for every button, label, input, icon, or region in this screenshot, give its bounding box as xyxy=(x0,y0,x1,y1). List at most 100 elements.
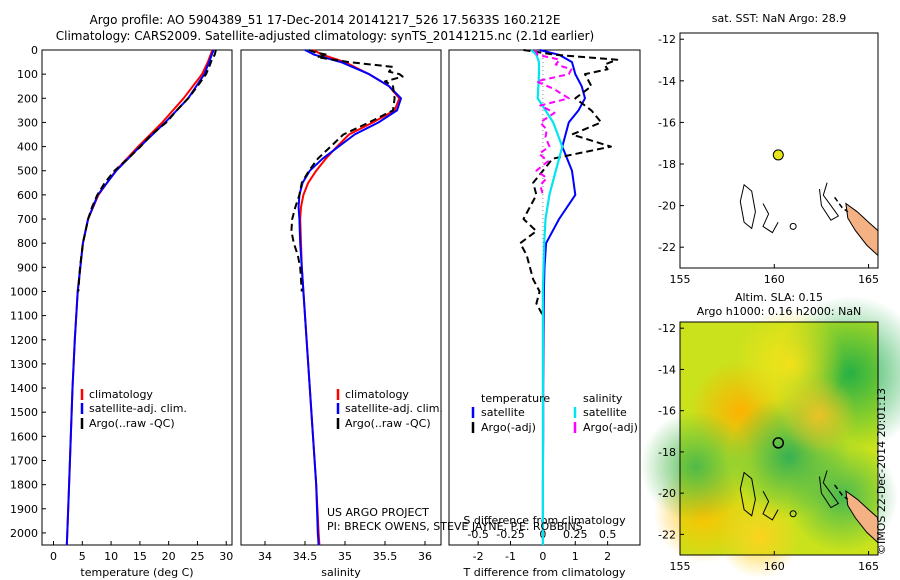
difference-tick-label: -1 xyxy=(505,550,516,563)
salinity-tick-label: 34.5 xyxy=(293,550,318,563)
salinity-tick-label: 35.5 xyxy=(373,550,398,563)
sla-map-lat-tick-label: -16 xyxy=(658,405,676,418)
salinity-satellite-line xyxy=(297,49,402,546)
argo-position-marker xyxy=(772,437,785,449)
salinity-tick-label: 34 xyxy=(258,550,272,563)
difference-legend-entry: satellite xyxy=(583,406,627,419)
difference-tick-label: -2 xyxy=(473,550,484,563)
depth-tick-label: 700 xyxy=(17,213,38,226)
sst-map-lat-tick-label: -14 xyxy=(658,75,676,88)
depth-tick-label: 400 xyxy=(17,141,38,154)
depth-tick-label: 200 xyxy=(17,92,38,105)
depth-tick-label: 1900 xyxy=(10,503,38,516)
sla-map-reef-outline xyxy=(819,470,840,509)
depth-tick-label: 800 xyxy=(17,237,38,250)
depth-tick-label: 1100 xyxy=(10,310,38,323)
temperature-tick-label: 0 xyxy=(50,550,57,563)
depth-tick-label: 1300 xyxy=(10,358,38,371)
depth-tick-label: 600 xyxy=(17,189,38,202)
sst-map-lat-tick-label: -12 xyxy=(658,33,676,46)
depth-tick-label: 1800 xyxy=(10,479,38,492)
imos-watermark: ©IMOS 22-Dec-2014 20:01:13 xyxy=(875,388,888,555)
sla-map-lon-tick-label: 155 xyxy=(670,560,691,573)
temperature-tick-label: 5 xyxy=(79,550,86,563)
temperature-tick-label: 10 xyxy=(104,550,118,563)
sst-map-lon-tick-label: 160 xyxy=(764,273,785,286)
sst-map-bellona-reef xyxy=(762,203,779,234)
sst-map-lon-tick-label: 165 xyxy=(858,273,879,286)
sla-map-subtitle: Argo h1000: 0.16 h2000: NaN xyxy=(697,305,862,318)
salinity-tick-label: 36 xyxy=(418,550,432,563)
difference-tick-label: 1 xyxy=(572,550,579,563)
sla-map-lon-tick-label: 165 xyxy=(858,560,879,573)
page-title: Argo profile: AO 5904389_51 17-Dec-2014 … xyxy=(89,13,561,27)
salinity-diff-tick-label: 0.25 xyxy=(563,528,588,541)
sla-map-frame xyxy=(679,321,879,556)
temperature-panel xyxy=(41,49,233,546)
sla-map-lat-tick-label: -18 xyxy=(658,446,676,459)
salinity-diff-tick-label: 0.5 xyxy=(599,528,617,541)
sla-map-lon-tick-label: 160 xyxy=(764,560,785,573)
pi-credit: PI: BRECK OWENS, STEVE JAYNE, P.E. ROBBI… xyxy=(327,520,583,533)
temperature-diff-satellite-line xyxy=(539,49,586,545)
temperature-tick-label: 20 xyxy=(162,550,176,563)
sla-map-bellona-reef xyxy=(762,490,779,521)
sst-map-title: sat. SST: NaN Argo: 28.9 xyxy=(712,12,846,25)
depth-tick-label: 0 xyxy=(31,44,38,57)
salinity-tick-label: 35 xyxy=(338,550,352,563)
difference-tick-label: 0 xyxy=(539,550,546,563)
depth-tick-label: 300 xyxy=(17,116,38,129)
depth-tick-label: 1500 xyxy=(10,406,38,419)
temperature-tick-label: 30 xyxy=(219,550,233,563)
sla-map-islet xyxy=(789,510,797,518)
sla-map-lat-tick-label: -12 xyxy=(658,322,676,335)
temperature-axis-label: temperature (deg C) xyxy=(80,566,193,579)
temperature-climatology-line xyxy=(65,49,214,546)
temperature-diff-axis-label: T difference from climatology xyxy=(463,566,626,579)
sst-map-reef-outline xyxy=(819,182,840,221)
sla-map-lat-tick-label: -20 xyxy=(658,487,676,500)
sla-anomaly-blob xyxy=(717,494,801,578)
sla-anomaly-blob xyxy=(640,411,752,522)
sla-anomaly-blob xyxy=(779,376,858,455)
sst-map-islet xyxy=(789,222,797,230)
salinity-panel xyxy=(240,49,442,546)
sst-map-lon-tick-label: 155 xyxy=(670,273,691,286)
temperature-argo-line xyxy=(77,49,217,292)
project-credit: US ARGO PROJECT xyxy=(327,506,429,519)
page-subtitle: Climatology: CARS2009. Satellite-adjuste… xyxy=(55,29,595,43)
sla-map-title: Altim. SLA: 0.15 xyxy=(735,291,823,304)
temperature-legend-entry: climatology xyxy=(89,388,153,401)
salinity-diff-tick-label: -0.5 xyxy=(467,528,488,541)
sst-map-lat-tick-label: -16 xyxy=(658,116,676,129)
sla-map-new-caledonia xyxy=(845,490,879,544)
salinity-diff-tick-label: -0.25 xyxy=(496,528,524,541)
salinity-diff-satellite-line xyxy=(530,49,564,545)
difference-legend-title: temperature xyxy=(481,392,550,405)
sst-map-chesterfield-reef xyxy=(739,183,756,230)
difference-legend-entry: satellite xyxy=(481,406,525,419)
depth-tick-label: 1600 xyxy=(10,430,38,443)
difference-tick-label: 2 xyxy=(604,550,611,563)
sla-map-reef-dash xyxy=(833,484,849,500)
sst-map-lat-tick-label: -18 xyxy=(658,158,676,171)
temperature-legend-entry: Argo(..raw -QC) xyxy=(89,417,175,430)
salinity-legend-entry: satellite-adj. clim. xyxy=(345,402,443,415)
sst-map-lat-tick-label: -22 xyxy=(658,241,676,254)
depth-tick-label: 1200 xyxy=(10,334,38,347)
temperature-diff-argo-line xyxy=(519,49,619,317)
depth-tick-label: 1000 xyxy=(10,285,38,298)
depth-tick-label: 100 xyxy=(17,68,38,81)
salinity-axis-label: salinity xyxy=(321,566,361,579)
depth-tick-label: 500 xyxy=(17,165,38,178)
temperature-tick-label: 25 xyxy=(190,550,204,563)
salinity-legend-entry: climatology xyxy=(345,388,409,401)
salinity-diff-argo-line xyxy=(534,49,573,196)
temperature-legend-entry: satellite-adj. clim. xyxy=(89,402,187,415)
difference-legend-entry: Argo(-adj) xyxy=(481,421,536,434)
sst-map-lat-tick-label: -20 xyxy=(658,200,676,213)
temperature-tick-label: 15 xyxy=(133,550,147,563)
depth-tick-label: 2000 xyxy=(10,527,38,540)
sst-map-new-caledonia xyxy=(845,202,879,257)
salinity-diff-axis-label: S difference from climatology xyxy=(463,514,626,527)
